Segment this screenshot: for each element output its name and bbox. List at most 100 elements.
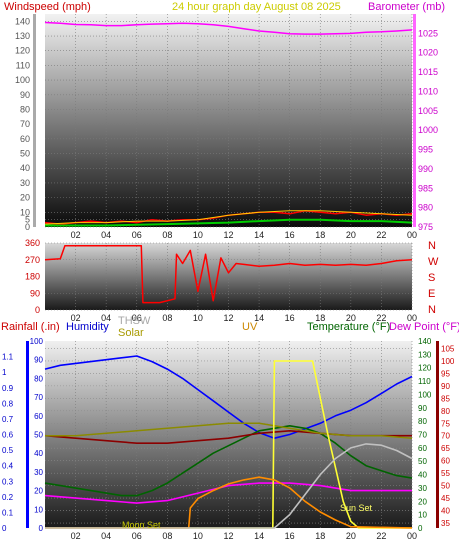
weather-xtick-label-22: 22 [376, 531, 386, 541]
windspeed-tick-label-30: 30 [20, 178, 30, 188]
weather-xtick-label-20: 20 [346, 531, 356, 541]
windspeed-tick-label-60: 60 [20, 134, 30, 144]
series-barometer-line [44, 21, 413, 35]
temperature-tick-label-80: 80 [441, 407, 450, 416]
rainfall-tick-label-0.8: 0.8 [2, 399, 14, 408]
rainfall-tick-label-0.9: 0.9 [2, 384, 14, 393]
windspeed-tick-label-80: 80 [20, 104, 30, 114]
direction-xtick-label-14: 14 [254, 313, 264, 323]
weather-xtick-label-06: 06 [132, 531, 142, 541]
direction-letter-n-top: N [428, 240, 436, 252]
temperature-tick-label-60: 60 [441, 457, 450, 466]
weather-xtick-label-04: 04 [101, 531, 111, 541]
rainfall-tick-label-0.1: 0.1 [2, 508, 14, 517]
series-wind-gust-line [44, 210, 413, 225]
wind-xtick-label-12: 12 [223, 230, 233, 240]
temperature-tick-label-50: 50 [441, 482, 450, 491]
barometer-tick-label-1000: 1000 [418, 125, 438, 135]
wind-xtick-label-20: 20 [346, 230, 356, 240]
rainfall-tick-label-1.1: 1.1 [2, 353, 14, 362]
weather-xtick-label-16: 16 [285, 531, 295, 541]
temperature-tick-label-65: 65 [441, 444, 450, 453]
rainfall-tick-label-0.3: 0.3 [2, 477, 14, 486]
weather-xtick-label-08: 08 [162, 531, 172, 541]
humidity-tick-label-30: 30 [34, 468, 43, 477]
temperature-tick-label-40: 40 [441, 507, 450, 516]
uv-tick-label-40: 40 [418, 471, 427, 480]
barometer-tick-label-980: 980 [418, 203, 433, 213]
temperature-tick-label-95: 95 [441, 369, 450, 378]
temperature-tick-label-45: 45 [441, 494, 450, 503]
axes-layer: 02 04 06 08 10 12 14 16 18 20 22 000510203040506070… [2, 14, 455, 541]
barometer-tick-label-975: 975 [418, 222, 433, 232]
temperature-tick-label-75: 75 [441, 419, 450, 428]
dewpoint-axis-title: Dew Point (°F) [389, 321, 459, 333]
uv-tick-label-20: 20 [418, 497, 427, 506]
direction-xtick-label-00: 00 [407, 313, 417, 323]
windspeed-tick-label-140: 140 [15, 16, 30, 26]
barometer-tick-label-1020: 1020 [418, 48, 438, 58]
direction-xtick-label-08: 08 [162, 313, 172, 323]
weather-xtick-label-18: 18 [315, 531, 325, 541]
humidity-tick-label-60: 60 [34, 412, 43, 421]
windspeed-axis-title: Windspeed (mph) [4, 1, 91, 13]
rainfall-tick-label-0.6: 0.6 [2, 431, 14, 440]
uv-tick-label-120: 120 [418, 364, 432, 373]
series-uv-line [45, 476, 413, 529]
series-wind-average-line [45, 218, 413, 227]
direction-tick-label-360: 360 [25, 238, 40, 248]
rainfall-tick-label-0.2: 0.2 [2, 493, 14, 502]
humidity-tick-label-40: 40 [34, 449, 43, 458]
direction-tick-label-90: 90 [30, 288, 40, 298]
barometer-axis-bar [413, 14, 416, 227]
uv-tick-label-140: 140 [418, 337, 432, 346]
wind-xtick-label-22: 22 [376, 230, 386, 240]
wind-xtick-label-06: 06 [132, 230, 142, 240]
windspeed-tick-label-5: 5 [25, 215, 30, 225]
series-solar-line [45, 360, 412, 529]
direction-letter-s: S [428, 272, 436, 284]
temperature-tick-label-100: 100 [441, 357, 455, 366]
wind-xtick-label-08: 08 [162, 230, 172, 240]
windspeed-tick-label-70: 70 [20, 119, 30, 129]
windspeed-tick-label-100: 100 [15, 75, 30, 85]
rainfall-tick-label-0.7: 0.7 [2, 415, 14, 424]
windspeed-tick-label-10: 10 [20, 207, 30, 217]
rainfall-axis-bar [26, 341, 29, 528]
thsw-title: THSW [118, 315, 151, 327]
temperature-tick-label-70: 70 [441, 432, 450, 441]
weather-xtick-label-12: 12 [223, 531, 233, 541]
wind-xtick-label-10: 10 [193, 230, 203, 240]
temperature-tick-label-90: 90 [441, 382, 450, 391]
rainfall-tick-label-0: 0 [2, 524, 7, 533]
windspeed-tick-label-90: 90 [20, 90, 30, 100]
weather-xtick-label-02: 02 [71, 531, 81, 541]
barometer-tick-label-985: 985 [418, 183, 433, 193]
weather-xtick-label-10: 10 [193, 531, 203, 541]
series-olive-line [45, 422, 413, 439]
humidity-tick-label-90: 90 [34, 356, 43, 365]
barometer-tick-label-995: 995 [418, 145, 433, 155]
humidity-tick-label-50: 50 [34, 431, 43, 440]
direction-xtick-label-12: 12 [223, 313, 233, 323]
wind-xtick-label-16: 16 [285, 230, 295, 240]
uv-tick-label-130: 130 [418, 350, 432, 359]
weather-xtick-label-00: 00 [407, 531, 417, 541]
temperature-tick-label-35: 35 [441, 519, 450, 528]
panel-wind-background [45, 14, 412, 227]
uv-tick-label-70: 70 [418, 431, 427, 440]
humidity-tick-label-20: 20 [34, 487, 43, 496]
direction-xtick-label-10: 10 [193, 313, 203, 323]
uv-tick-label-0: 0 [418, 524, 423, 533]
temperature-axis-title: Temperature (°F) [307, 321, 391, 333]
wind-xtick-label-00: 00 [407, 230, 417, 240]
windspeed-tick-label-40: 40 [20, 163, 30, 173]
series-rain-line [44, 482, 412, 504]
direction-xtick-label-20: 20 [346, 313, 356, 323]
wind-xtick-label-02: 02 [71, 230, 81, 240]
humidity-tick-label-70: 70 [34, 393, 43, 402]
uv-tick-label-50: 50 [418, 457, 427, 466]
direction-xtick-label-02: 02 [71, 313, 81, 323]
temperature-axis-bar [436, 341, 439, 528]
